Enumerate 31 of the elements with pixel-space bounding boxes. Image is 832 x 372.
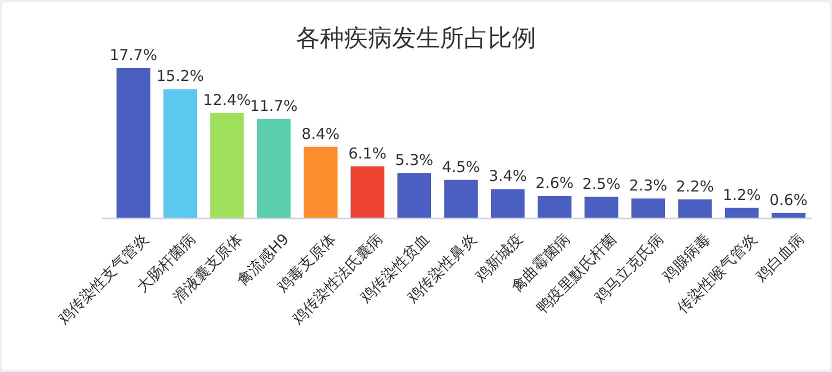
- bar: [397, 173, 432, 218]
- data-label: 3.4%: [488, 167, 527, 186]
- data-label: 12.4%: [203, 90, 251, 109]
- data-label: 17.7%: [110, 46, 158, 64]
- bar: [304, 146, 338, 218]
- bar: [163, 89, 198, 218]
- data-label: 1.2%: [722, 186, 761, 204]
- chart-title: 各种疾病发生所占比例: [296, 24, 536, 52]
- data-label: 11.7%: [250, 96, 298, 115]
- bar: [631, 198, 666, 218]
- bar: [678, 199, 712, 218]
- bar: [256, 118, 291, 218]
- bar: [116, 68, 150, 218]
- data-label: 2.5%: [582, 174, 620, 193]
- data-label: 4.5%: [442, 158, 480, 176]
- data-label: 8.4%: [302, 124, 340, 143]
- data-label: 2.6%: [536, 174, 574, 192]
- bar: [350, 166, 384, 218]
- data-label: 5.3%: [395, 151, 434, 170]
- bar: [724, 208, 759, 218]
- data-label: 6.1%: [348, 144, 386, 162]
- data-label: 15.2%: [156, 67, 204, 86]
- data-label: 2.3%: [629, 176, 668, 195]
- bar: [772, 212, 806, 218]
- bar: [538, 196, 572, 218]
- bar: [444, 180, 478, 218]
- bar: [490, 189, 525, 218]
- data-label: 0.6%: [770, 190, 808, 209]
- bar: [584, 196, 618, 218]
- bar: [210, 112, 244, 218]
- data-label: 2.2%: [676, 177, 714, 196]
